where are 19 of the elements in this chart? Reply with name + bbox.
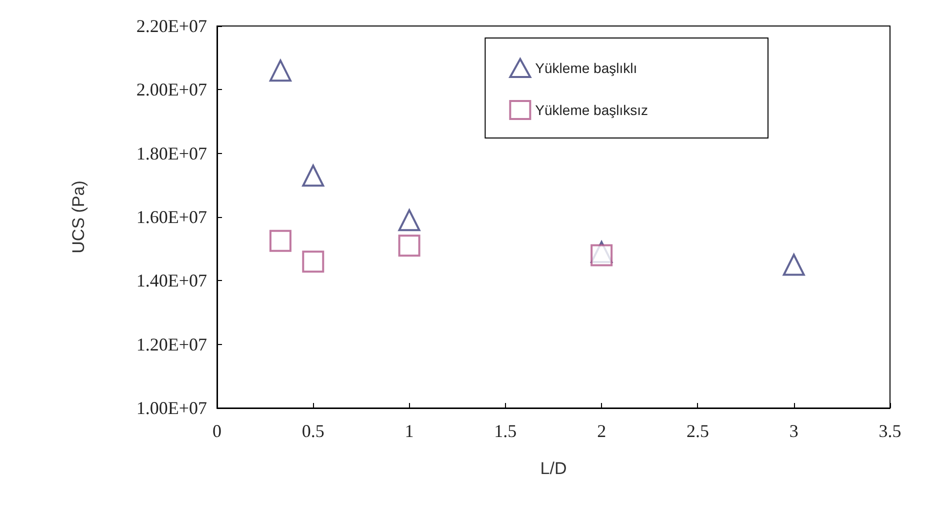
x-axis-title: L/D <box>540 459 567 478</box>
x-tick-label: 2.5 <box>686 421 709 441</box>
x-tick-label: 3.5 <box>878 421 902 441</box>
y-tick-label: 2.00E+07 <box>136 80 207 100</box>
y-tick-label: 1.20E+07 <box>136 334 207 354</box>
x-tick-label: 2 <box>597 421 606 441</box>
legend-label: Yükleme başlıklı <box>535 60 638 76</box>
x-tick-label: 1 <box>404 421 414 441</box>
x-tick-label: 0 <box>212 421 222 441</box>
y-axis-title: UCS (Pa) <box>69 180 88 254</box>
y-tick-label: 1.60E+07 <box>136 207 207 227</box>
y-tick-label: 1.80E+07 <box>136 143 207 164</box>
y-tick-label: 1.00E+07 <box>136 398 207 418</box>
x-tick-label: 3 <box>789 421 798 441</box>
legend-label: Yükleme başlıksız <box>535 102 648 118</box>
x-tick-label: 0.5 <box>302 421 324 441</box>
y-tick-label: 1.40E+07 <box>136 270 207 291</box>
x-tick-label: 1.5 <box>494 421 517 441</box>
y-tick-label: 2.20E+07 <box>136 16 207 36</box>
